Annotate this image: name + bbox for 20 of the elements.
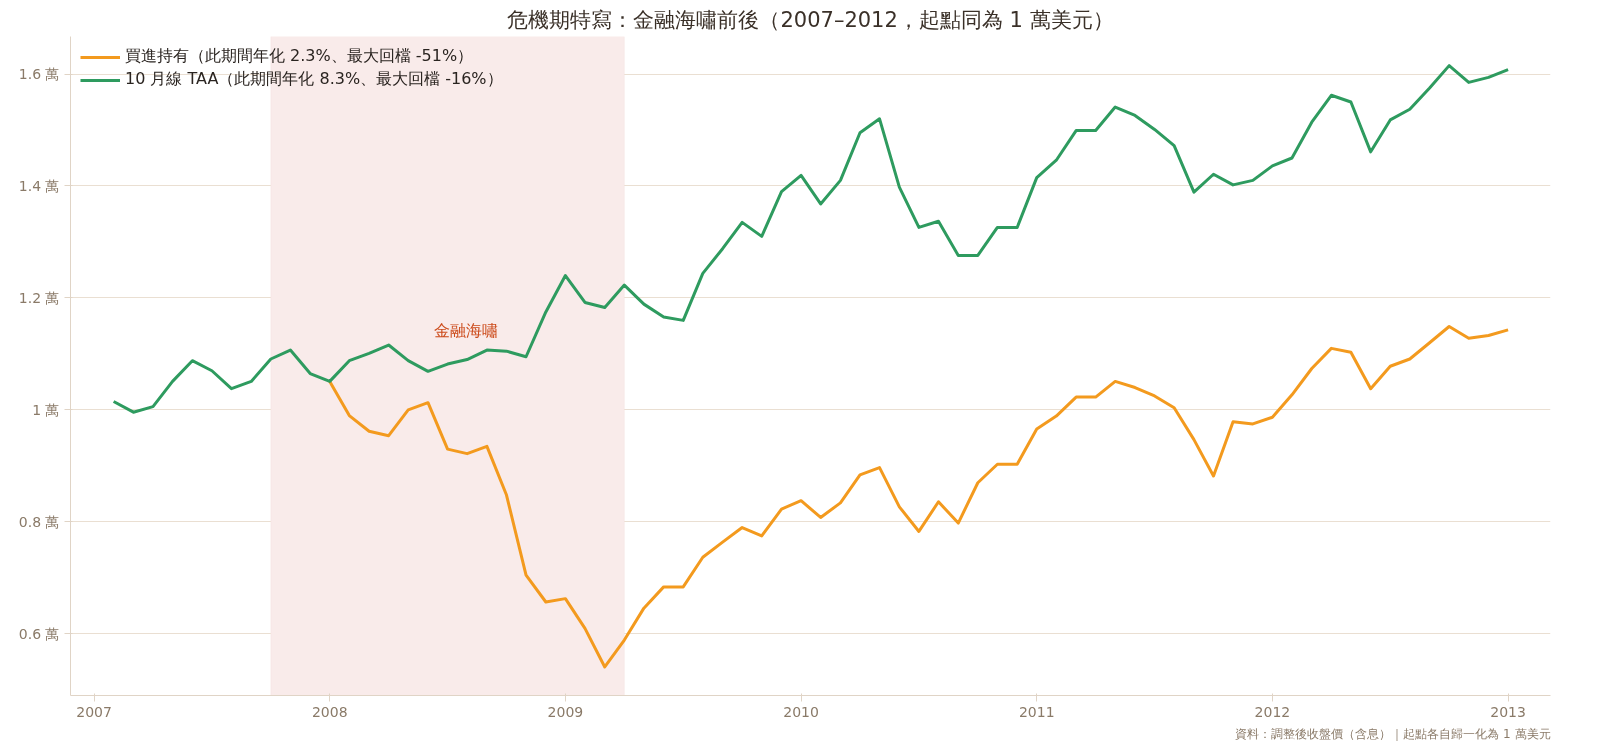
legend-label: 買進持有（此期間年化 2.3%、最大回檔 -51%） [125,46,474,67]
y-tick-label: 0.8 萬 [18,513,60,530]
chart-title: 危機期特寫：金融海嘯前後（2007–2012，起點同為 1 萬美元） [507,7,1114,32]
y-tick-label: 1.6 萬 [18,66,60,83]
x-tick-label: 2007 [76,703,112,720]
y-tick-label: 1 萬 [32,401,60,418]
line-series [112,64,1510,414]
x-tick-label: 2008 [311,703,348,720]
x-tick-label: 2013 [1490,703,1526,720]
y-tick-label: 1.2 萬 [18,289,60,306]
line-series [328,325,1510,669]
x-tick-label: 2012 [1254,703,1291,720]
y-tick-label: 1.4 萬 [18,177,60,194]
x-tick-label: 2009 [547,703,584,720]
x-tick-label: 2011 [1018,703,1055,720]
text: 資料：調整後收盤價（含息）｜起點各自歸一化為 1 萬美元 [1235,726,1551,741]
band-label: 金融海嘯 [434,320,499,340]
x-tick-label: 2010 [783,703,819,720]
legend-label: 10 月線 TAA（此期間年化 8.3%、最大回檔 -16%） [125,69,503,90]
y-tick-label: 0.6 萬 [18,625,60,642]
